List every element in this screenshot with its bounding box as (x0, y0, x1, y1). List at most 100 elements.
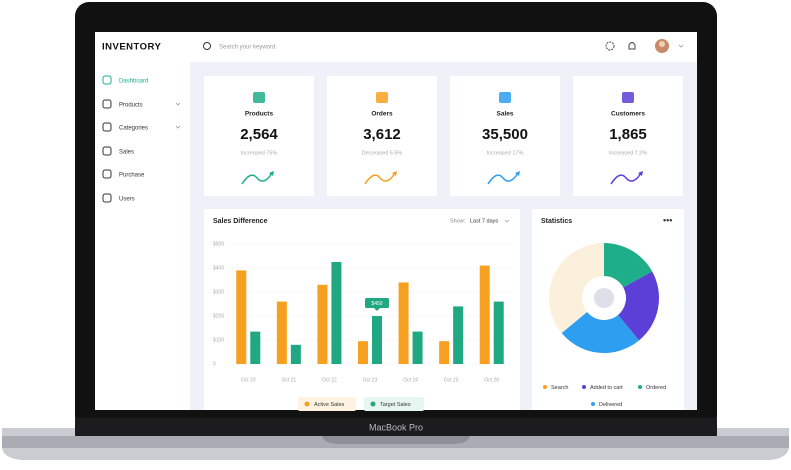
legend-label: Target Sales (380, 402, 411, 408)
card-title: Orders (371, 111, 393, 118)
legend-swatch (304, 401, 310, 407)
sparkline-arrow (392, 171, 397, 176)
legend-label: Ordered (646, 385, 666, 391)
nav-icon[interactable] (102, 193, 112, 203)
nav-item[interactable]: Sales (119, 150, 134, 156)
panel-title: Statistics (541, 218, 572, 225)
card-change: Increased 7.2% (609, 150, 647, 156)
sparkline (241, 172, 273, 185)
y-tick-label: $200 (213, 313, 224, 319)
tooltip-tail (374, 308, 380, 311)
panel-title: Sales Difference (213, 218, 268, 225)
tooltip (365, 298, 389, 308)
card-icon (376, 92, 388, 103)
card-change: Increased 75% (241, 150, 278, 156)
y-tick-label: $500 (213, 241, 224, 247)
x-tick-label: Oct 20 (241, 377, 256, 383)
sparkline-arrow (515, 171, 520, 176)
bar (398, 282, 409, 364)
pie-slice (549, 243, 604, 334)
card-change: Decreased 5.5% (362, 150, 403, 156)
search-icon[interactable] (203, 42, 211, 50)
x-tick-label: Oct 22 (322, 377, 337, 383)
pie-slice (618, 271, 659, 341)
legend-swatch (543, 385, 547, 389)
x-tick-label: Oct 23 (363, 377, 378, 383)
sparkline-arrow (638, 171, 643, 176)
card-icon (253, 92, 265, 103)
legend-label: Delivered (599, 402, 622, 408)
nav-item[interactable]: Products (119, 103, 143, 109)
card-title: Sales (497, 111, 514, 118)
top-bar (95, 32, 697, 62)
bar (290, 344, 301, 364)
card-change: Increased 17% (487, 150, 524, 156)
laptop-chin (75, 418, 717, 436)
legend-swatch (591, 402, 595, 406)
x-tick-label: Oct 21 (281, 377, 296, 383)
bar (479, 265, 490, 364)
card-title: Customers (611, 111, 645, 118)
card-value: 35,500 (482, 126, 528, 143)
bar (276, 301, 287, 364)
nav-item[interactable]: Dashboard (119, 79, 148, 85)
y-tick-label: $100 (213, 337, 224, 343)
avatar-caret[interactable] (678, 44, 684, 48)
legend-swatch (638, 385, 642, 389)
x-tick-label: Oct 25 (444, 377, 459, 383)
pie-hub (594, 288, 614, 308)
bar (358, 341, 368, 364)
legend-label: Added to cart (590, 385, 623, 391)
legend-item[interactable] (298, 397, 356, 411)
y-tick-label: $300 (213, 289, 224, 295)
laptop-notch (322, 436, 470, 444)
nav-icon[interactable] (102, 146, 112, 156)
tooltip-text: $450 (371, 301, 382, 307)
filter-label: Show: (450, 218, 466, 224)
bar (453, 306, 464, 364)
bar (412, 331, 423, 364)
search-input[interactable]: Search your keyword (219, 45, 275, 51)
notification-icon[interactable] (628, 42, 636, 50)
sparkline (487, 172, 519, 185)
sidebar (95, 62, 190, 410)
legend-label: Active Sales (314, 402, 345, 408)
nav-icon[interactable] (102, 99, 112, 109)
card-value: 3,612 (363, 126, 401, 143)
legend-swatch (370, 401, 376, 407)
pie-slice (561, 312, 640, 353)
sales-panel (204, 209, 520, 410)
legend-item[interactable] (364, 397, 424, 411)
device-label: MacBook Pro (369, 422, 423, 432)
card-title: Products (245, 111, 274, 118)
filter-caret[interactable] (504, 219, 510, 223)
nav-item[interactable]: Purchase (119, 173, 145, 179)
filter-value[interactable]: Last 7 days (470, 218, 498, 224)
x-tick-label: Oct 24 (403, 377, 418, 383)
settings-icon[interactable] (605, 41, 615, 51)
nav-icon[interactable] (102, 169, 112, 179)
nav-icon[interactable] (102, 75, 112, 85)
pie-slice (604, 243, 653, 288)
bar (331, 262, 342, 364)
brand: INVENTORY (102, 42, 162, 53)
bar (372, 316, 382, 364)
bar (236, 270, 247, 364)
sparkline (364, 172, 396, 185)
card-value: 2,564 (240, 126, 278, 143)
nav-item[interactable]: Categories (119, 126, 148, 132)
nav-item[interactable]: Users (119, 197, 135, 203)
y-tick-label: $400 (213, 265, 224, 271)
bar (439, 341, 450, 364)
card-icon (499, 92, 511, 103)
nav-caret[interactable] (175, 125, 181, 129)
nav-caret[interactable] (175, 102, 181, 106)
y-tick-label: 0 (213, 361, 216, 367)
nav-icon[interactable] (102, 122, 112, 132)
card-icon (622, 92, 634, 103)
legend-label: Search (551, 385, 568, 391)
more-menu[interactable]: ••• (663, 215, 672, 225)
sparkline-arrow (269, 171, 274, 176)
